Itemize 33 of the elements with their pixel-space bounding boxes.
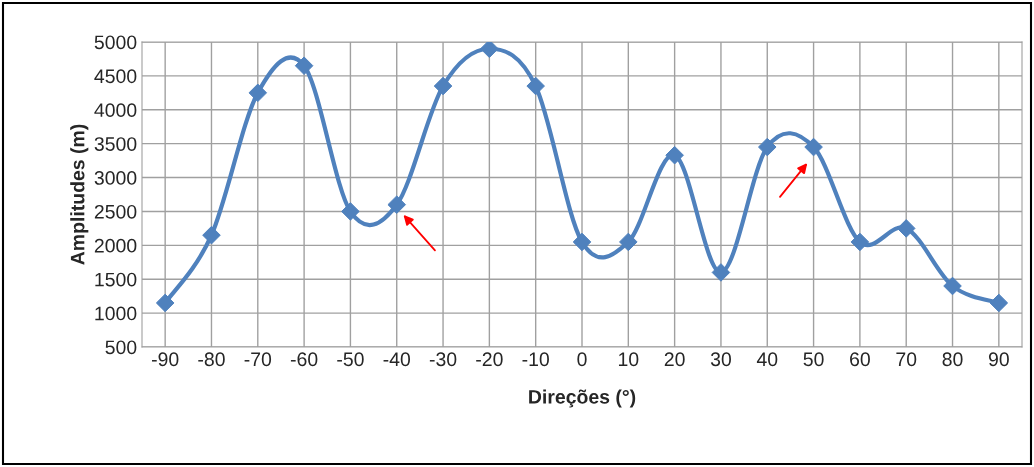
x-tick-label: 50	[803, 352, 824, 367]
x-tick-label: -20	[476, 352, 503, 367]
x-tick-label: 80	[942, 352, 963, 367]
x-tick-label: 70	[896, 352, 917, 367]
x-tick-label: 0	[577, 352, 587, 367]
y-axis-title: Amplitudes (m)	[70, 124, 89, 265]
y-tick-label: 5000	[94, 35, 137, 50]
x-tick-label: -80	[198, 352, 225, 367]
y-tick-label: 2000	[94, 238, 137, 253]
y-tick-label: 4000	[94, 103, 137, 118]
y-tick-label: 1500	[95, 272, 137, 287]
x-tick-label: -50	[337, 352, 364, 367]
y-tick-label: 3500	[94, 137, 137, 151]
x-tick-label: 90	[988, 352, 1009, 367]
x-tick-label: 30	[710, 352, 731, 367]
point	[619, 232, 638, 252]
x-tick-label: 40	[756, 352, 778, 367]
y-tick-label: 3000	[94, 171, 137, 185]
y-tick-label: 1000	[95, 306, 137, 321]
x-axis-title: Direções (°)	[529, 389, 636, 408]
x-tick-label: -70	[244, 352, 272, 367]
x-tick-label: -30	[429, 352, 457, 367]
x-tick-label: -40	[383, 352, 411, 367]
x-tick-label: -60	[290, 352, 318, 367]
y-tick-label: 4500	[94, 69, 137, 84]
x-tick-label: 60	[850, 352, 870, 367]
x-tick-label: 10	[618, 352, 639, 367]
y-tick-label: 500	[105, 340, 137, 355]
x-tick-label: 20	[664, 352, 685, 367]
x-tick-label: -90	[151, 352, 179, 367]
x-tick-label: -10	[522, 352, 549, 367]
y-tick-label: 2500	[94, 204, 137, 219]
point	[943, 276, 962, 296]
